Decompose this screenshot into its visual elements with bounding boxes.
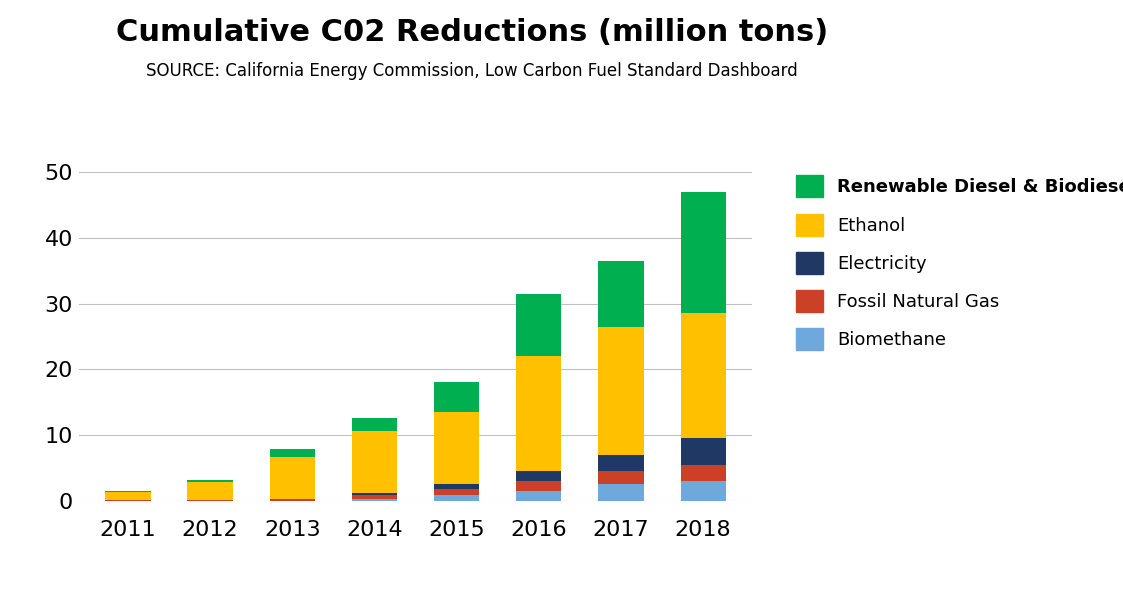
- Bar: [106, 491, 150, 492]
- Bar: [188, 480, 232, 482]
- Bar: [681, 481, 725, 501]
- Bar: [270, 456, 314, 499]
- Bar: [517, 491, 562, 501]
- Text: Cumulative C02 Reductions (million tons): Cumulative C02 Reductions (million tons): [116, 18, 828, 47]
- Bar: [433, 489, 480, 495]
- Bar: [351, 495, 398, 499]
- Text: SOURCE: California Energy Commission, Low Carbon Fuel Standard Dashboard: SOURCE: California Energy Commission, Lo…: [146, 62, 797, 80]
- Bar: [106, 500, 150, 501]
- Bar: [351, 499, 398, 501]
- Bar: [599, 261, 643, 326]
- Bar: [681, 313, 725, 438]
- Bar: [433, 484, 480, 489]
- Legend: Renewable Diesel & Biodiesel, Ethanol, Electricity, Fossil Natural Gas, Biometha: Renewable Diesel & Biodiesel, Ethanol, E…: [788, 168, 1123, 358]
- Bar: [517, 481, 562, 491]
- Bar: [433, 382, 480, 412]
- Bar: [270, 499, 314, 501]
- Bar: [517, 356, 562, 471]
- Bar: [599, 484, 643, 501]
- Bar: [517, 471, 562, 481]
- Bar: [517, 294, 562, 356]
- Bar: [433, 495, 480, 501]
- Bar: [433, 412, 480, 484]
- Bar: [599, 455, 643, 471]
- Bar: [270, 449, 314, 456]
- Bar: [599, 326, 643, 455]
- Bar: [188, 482, 232, 500]
- Bar: [188, 500, 232, 501]
- Bar: [681, 192, 725, 313]
- Bar: [351, 431, 398, 494]
- Bar: [351, 418, 398, 431]
- Bar: [351, 494, 398, 495]
- Bar: [681, 438, 725, 465]
- Bar: [106, 492, 150, 500]
- Bar: [681, 465, 725, 481]
- Bar: [599, 471, 643, 484]
